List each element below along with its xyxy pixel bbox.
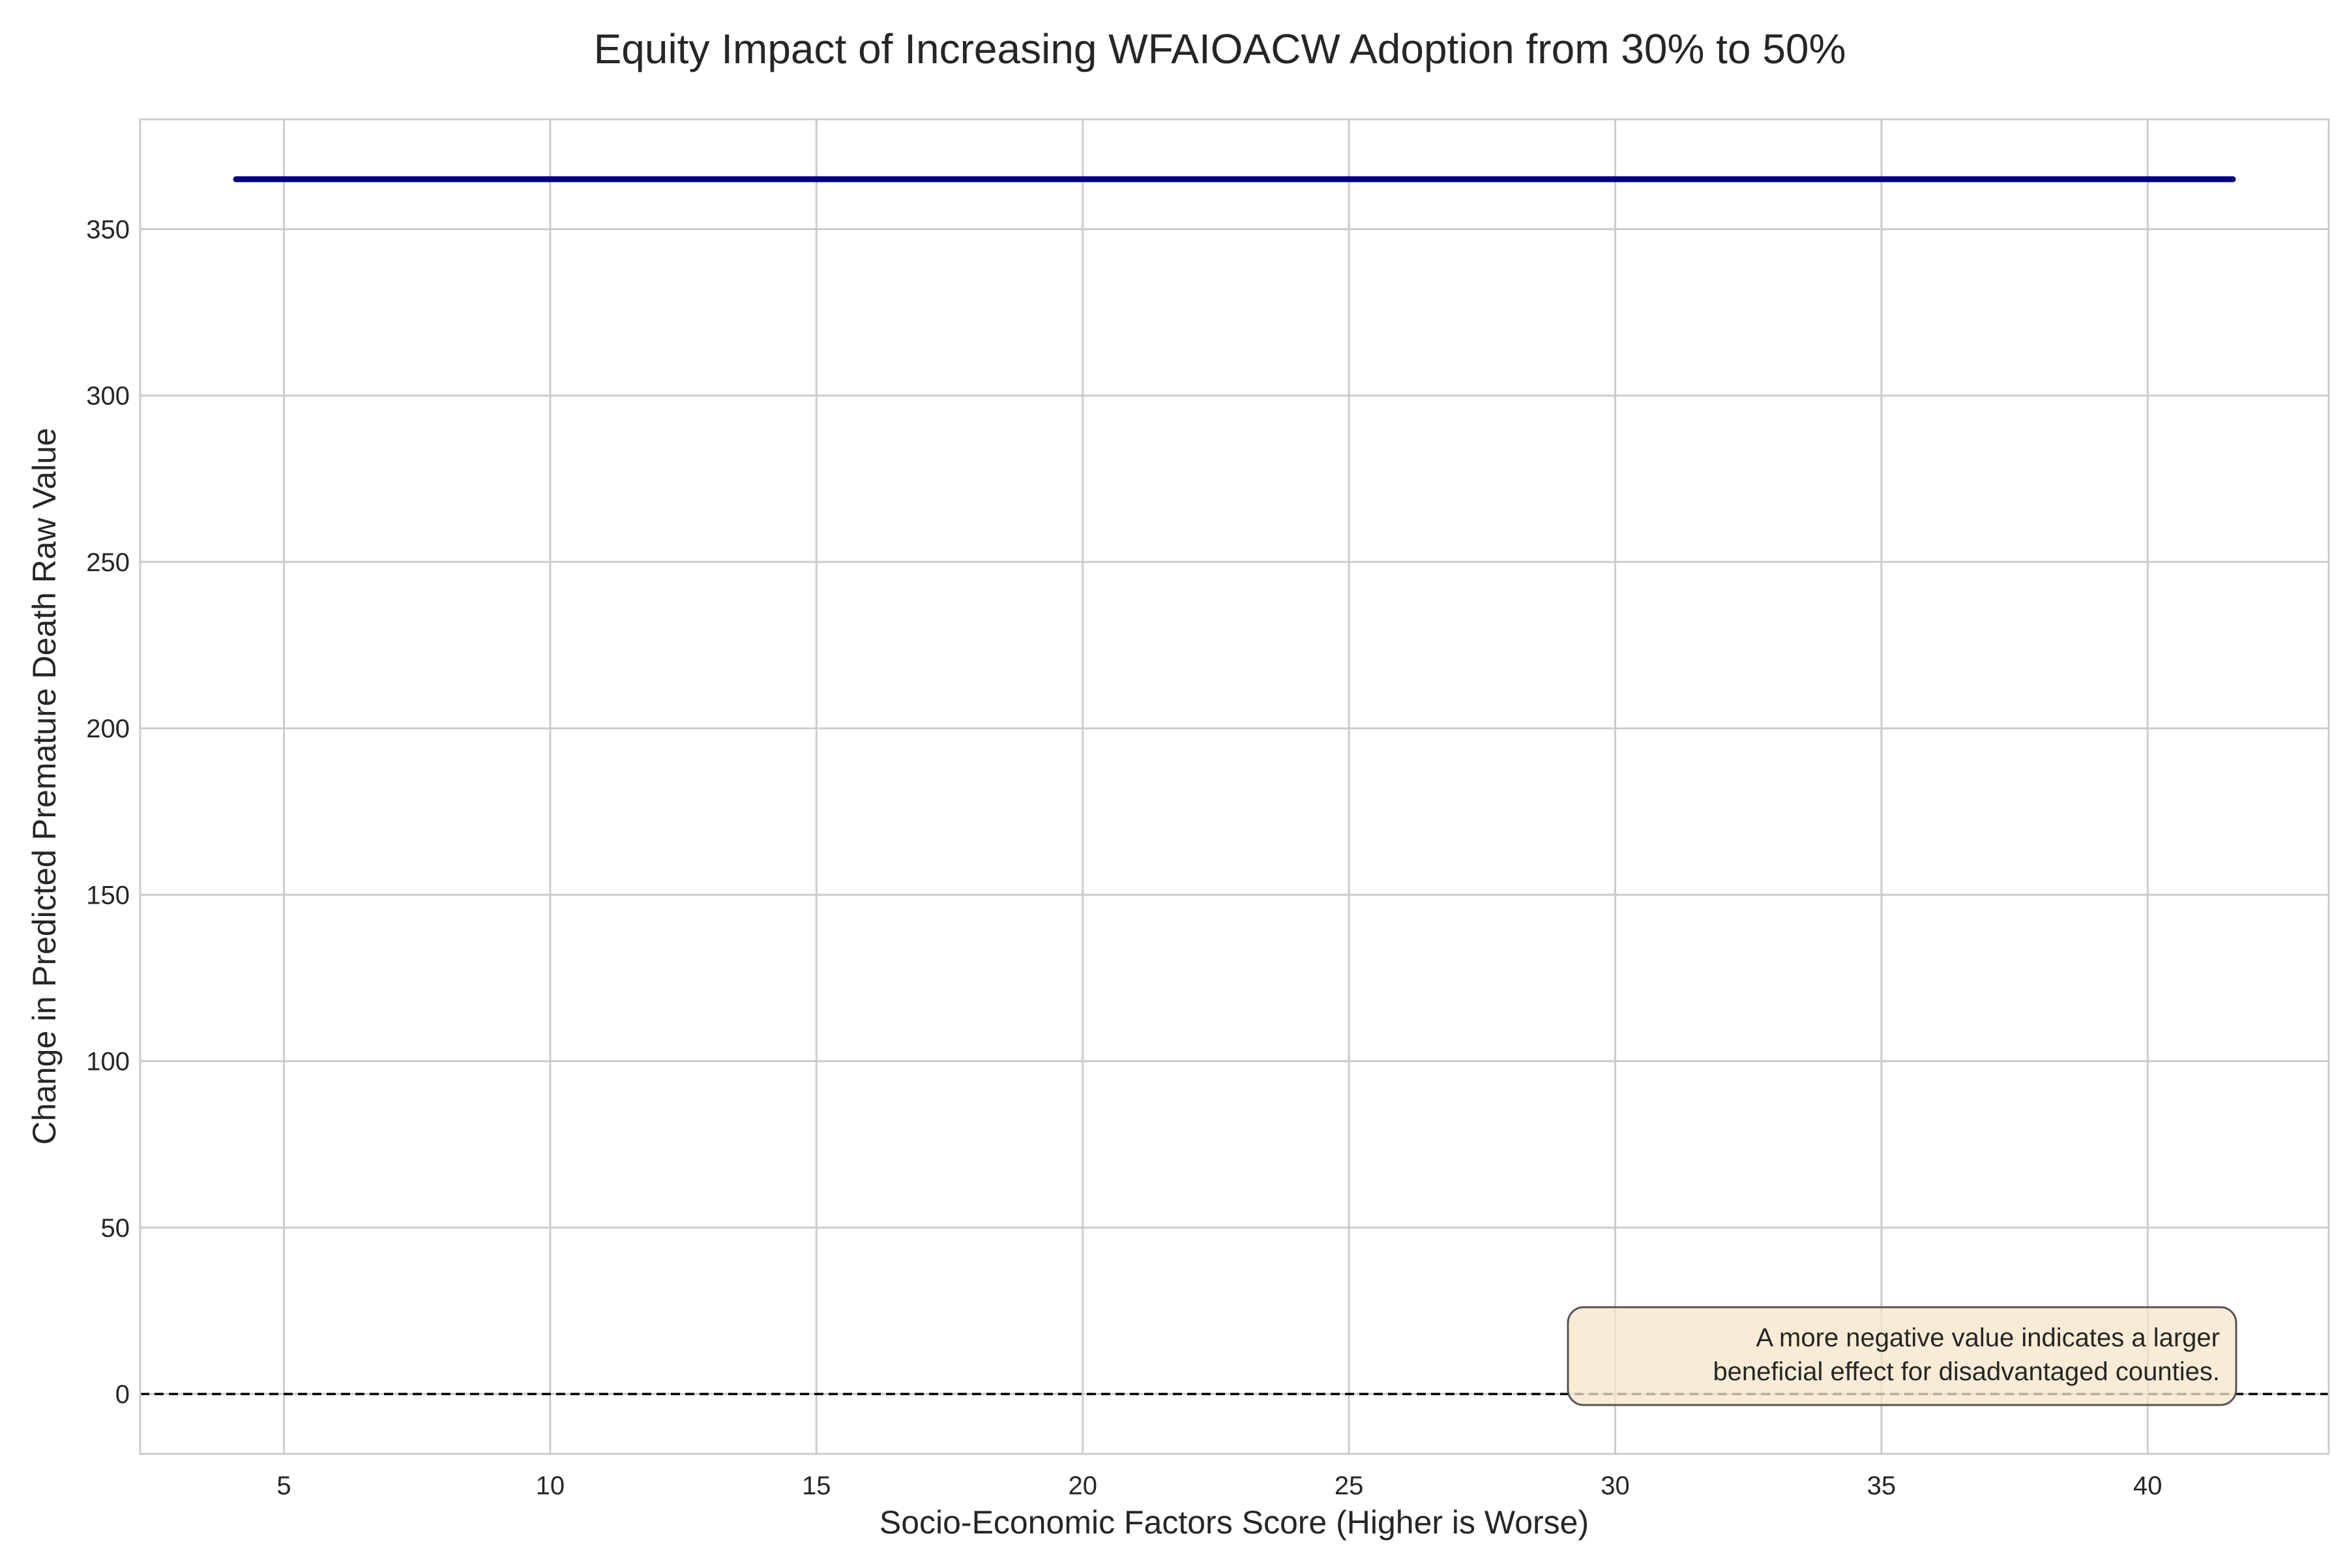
x-tick-label: 20 (1068, 1472, 1097, 1500)
x-tick-label: 35 (1867, 1472, 1897, 1500)
y-tick-label: 200 (86, 715, 130, 743)
annotation-box: A more negative value indicates a larger… (1567, 1306, 2237, 1406)
plot-frame (139, 118, 2330, 1455)
y-tick-label: 250 (86, 548, 130, 577)
annotation-line-1: A more negative value indicates a larger (1756, 1324, 2220, 1352)
x-tick-label: 15 (802, 1472, 831, 1500)
annotation-line-2: beneficial effect for disadvantaged coun… (1713, 1357, 2220, 1386)
y-tick-label: 350 (86, 215, 130, 244)
y-tick-label: 50 (101, 1214, 130, 1243)
x-tick-label: 40 (2133, 1472, 2162, 1500)
y-tick-label: 300 (86, 382, 130, 411)
y-tick-label: 0 (115, 1380, 130, 1409)
annotation-background (1567, 1306, 2237, 1406)
x-tick-label: 5 (276, 1472, 291, 1500)
x-tick-label: 10 (536, 1472, 565, 1500)
tick-labels: 5 10 15 20 25 30 35 40 0 50 100 150 200 250 300 350 (86, 215, 2162, 1500)
y-tick-label: 150 (86, 881, 130, 910)
y-axis-label: Change in Predicted Premature Death Raw … (26, 428, 63, 1145)
x-tick-label: 30 (1601, 1472, 1630, 1500)
y-tick-label: 100 (86, 1048, 130, 1076)
chart-title: Equity Impact of Increasing WFAIOACW Ado… (594, 25, 1846, 72)
x-tick-label: 25 (1335, 1472, 1364, 1500)
x-axis-label: Socio-Economic Factors Score (Higher is … (879, 1504, 1589, 1541)
